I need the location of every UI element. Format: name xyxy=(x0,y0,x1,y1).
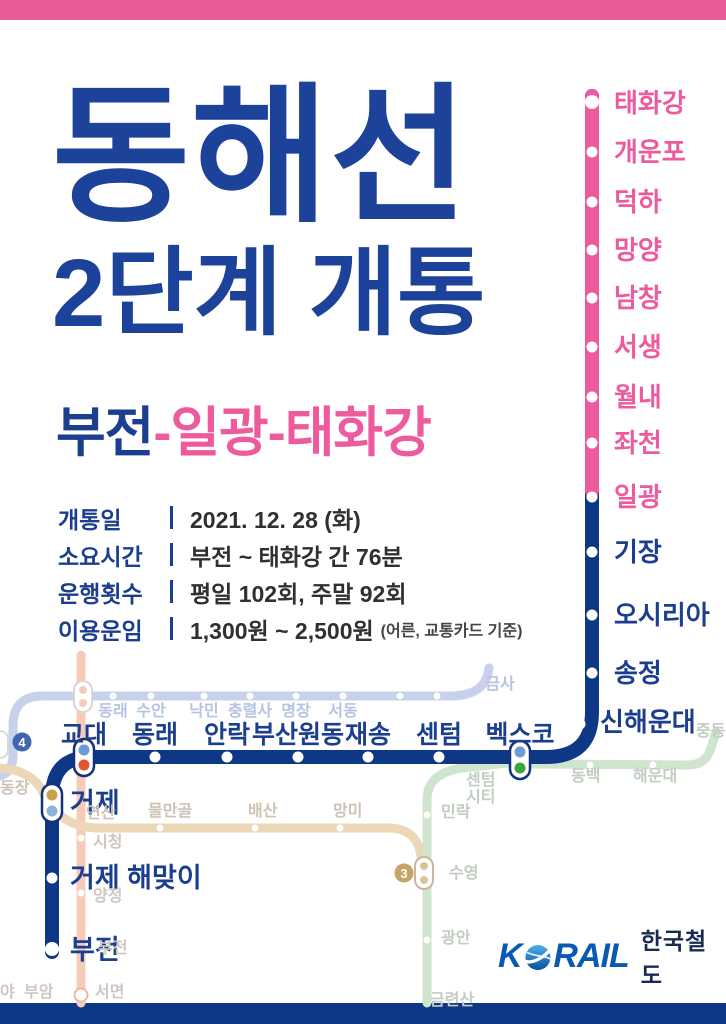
faded-station-label: 서동 xyxy=(328,703,358,720)
faded-station-label: 충렬사 xyxy=(227,703,273,720)
korail-logo-k: K xyxy=(498,936,523,975)
faded-station-label: 동백 xyxy=(571,768,601,785)
svg-text:3: 3 xyxy=(400,866,407,881)
info-value: 평일 102회, 주말 92회 xyxy=(190,580,407,607)
faded-station-label: 양정 xyxy=(93,888,123,905)
station-label: 오시리아 xyxy=(614,600,710,630)
transfer-pill-geoje xyxy=(40,782,64,824)
subtitle-dash1: - xyxy=(153,403,171,463)
station-label: 신해운대 xyxy=(600,707,696,737)
info-row: 개통일 2021. 12. 28 (화) xyxy=(58,499,678,536)
station-label: 남창 xyxy=(614,283,662,313)
info-note: (어른, 교통카드 기준) xyxy=(380,622,523,640)
faded-station-label: 낙민 xyxy=(189,703,219,720)
faded-station-label: 서면 xyxy=(95,984,125,1001)
station-label: 재송 xyxy=(344,721,392,749)
faded-station-label: 동장 xyxy=(0,780,30,797)
info-row: 이용운임 1,300원 ~ 2,500원 (어른, 교통카드 기준) xyxy=(58,610,678,647)
station-label: 덕하 xyxy=(614,187,662,217)
faded-station-label: 명장 xyxy=(281,703,311,720)
svg-text:4: 4 xyxy=(18,735,26,750)
faded-station-label: 연산 xyxy=(86,805,116,822)
info-row: 소요시간 부전 ~ 태화강 간 76분 xyxy=(58,536,678,573)
info-label: 운행횟수 xyxy=(58,580,143,607)
info-divider xyxy=(170,506,173,529)
faded-station-label: 광안 xyxy=(441,930,471,947)
faded-station-label: 해운대 xyxy=(633,768,678,785)
station-label: 태화강 xyxy=(614,88,686,118)
line3-badge: 3 xyxy=(394,863,414,883)
station-label: 송정 xyxy=(614,658,662,688)
station-label: 기장 xyxy=(614,537,662,567)
korail-globe-icon xyxy=(522,944,553,970)
station-label: 일광 xyxy=(614,482,662,512)
subtitle-to: 태화강 xyxy=(284,403,432,463)
faded-station-label: 수영 xyxy=(449,865,479,882)
station-label: 부산원동 xyxy=(251,721,345,749)
station-label: 월내 xyxy=(614,382,662,412)
station-label: 좌천 xyxy=(614,428,662,458)
station-label: 벡스코 xyxy=(485,721,555,749)
info-divider xyxy=(170,617,173,640)
poster-title: 동해선 xyxy=(52,72,470,240)
station-label: 안락 xyxy=(203,721,251,749)
info-section: 개통일 2021. 12. 28 (화) 소요시간 부전 ~ 태화강 간 76분… xyxy=(58,499,678,647)
station-label: 망양 xyxy=(614,235,662,265)
faded-background-lines xyxy=(0,650,721,1008)
faded-station-label: 부전 xyxy=(98,940,128,957)
korail-korean-label: 한국철도 xyxy=(640,928,708,988)
station-dots xyxy=(45,95,599,956)
faded-station-label: 물만골 xyxy=(148,803,193,820)
faded-station-label: 민락 xyxy=(441,804,471,821)
subtitle-mid: 일광 xyxy=(170,403,268,463)
transfer-pill-gyodae xyxy=(72,737,96,778)
info-value: 2021. 12. 28 (화) xyxy=(190,506,361,533)
station-label: 거제 해맞이 xyxy=(70,863,202,893)
faded-station-label: 수안 xyxy=(136,703,166,720)
faded-station-label: 시티 xyxy=(466,789,496,806)
subtitle-route: 부전-일광-태화강 xyxy=(56,388,432,467)
station-label: 개운포 xyxy=(614,137,686,167)
info-label: 개통일 xyxy=(58,506,122,533)
station-label: 서생 xyxy=(614,332,662,362)
info-value: 1,300원 ~ 2,500원 xyxy=(190,617,374,644)
subtitle-from: 부전 xyxy=(56,403,154,463)
transfer-pill-bexco xyxy=(508,739,532,781)
korail-logo: K RAIL 한국철도 xyxy=(498,922,726,990)
station-label: 거제 xyxy=(70,788,120,818)
info-divider xyxy=(170,580,173,603)
faded-station-label: 중동 xyxy=(696,723,726,740)
info-label: 소요시간 xyxy=(58,543,143,570)
station-label: 센텀 xyxy=(415,721,463,749)
bottom-navy-band xyxy=(0,1003,726,1024)
faded-station-label: 야 xyxy=(0,984,15,1001)
faded-station-label: 배산 xyxy=(248,803,278,820)
station-label: 동래 xyxy=(131,721,179,749)
info-label: 이용운임 xyxy=(58,617,143,644)
faded-station-label: 금사 xyxy=(485,676,515,693)
info-row: 운행횟수 평일 102회, 주말 92회 xyxy=(58,573,678,610)
korail-logo-rail: RAIL xyxy=(553,936,629,975)
line4-badge: 4 xyxy=(12,732,32,752)
station-label: 교대 xyxy=(60,721,108,749)
faded-station-label: 금련산 xyxy=(430,992,475,1009)
top-pink-band xyxy=(0,0,726,20)
info-divider xyxy=(170,543,173,566)
subtitle-dash2: - xyxy=(267,403,286,463)
poster-title-line2: 2단계 개통 xyxy=(52,240,486,347)
faded-station-label: 부암 xyxy=(24,984,54,1001)
faded-station-label: 센텀 xyxy=(466,772,496,789)
station-label: 부전 xyxy=(70,935,120,965)
faded-station-label: 망미 xyxy=(333,803,363,820)
faded-station-label: 시청 xyxy=(93,834,123,851)
info-value: 부전 ~ 태화강 간 76분 xyxy=(190,543,403,570)
faded-station-label: 동래 xyxy=(98,703,128,720)
